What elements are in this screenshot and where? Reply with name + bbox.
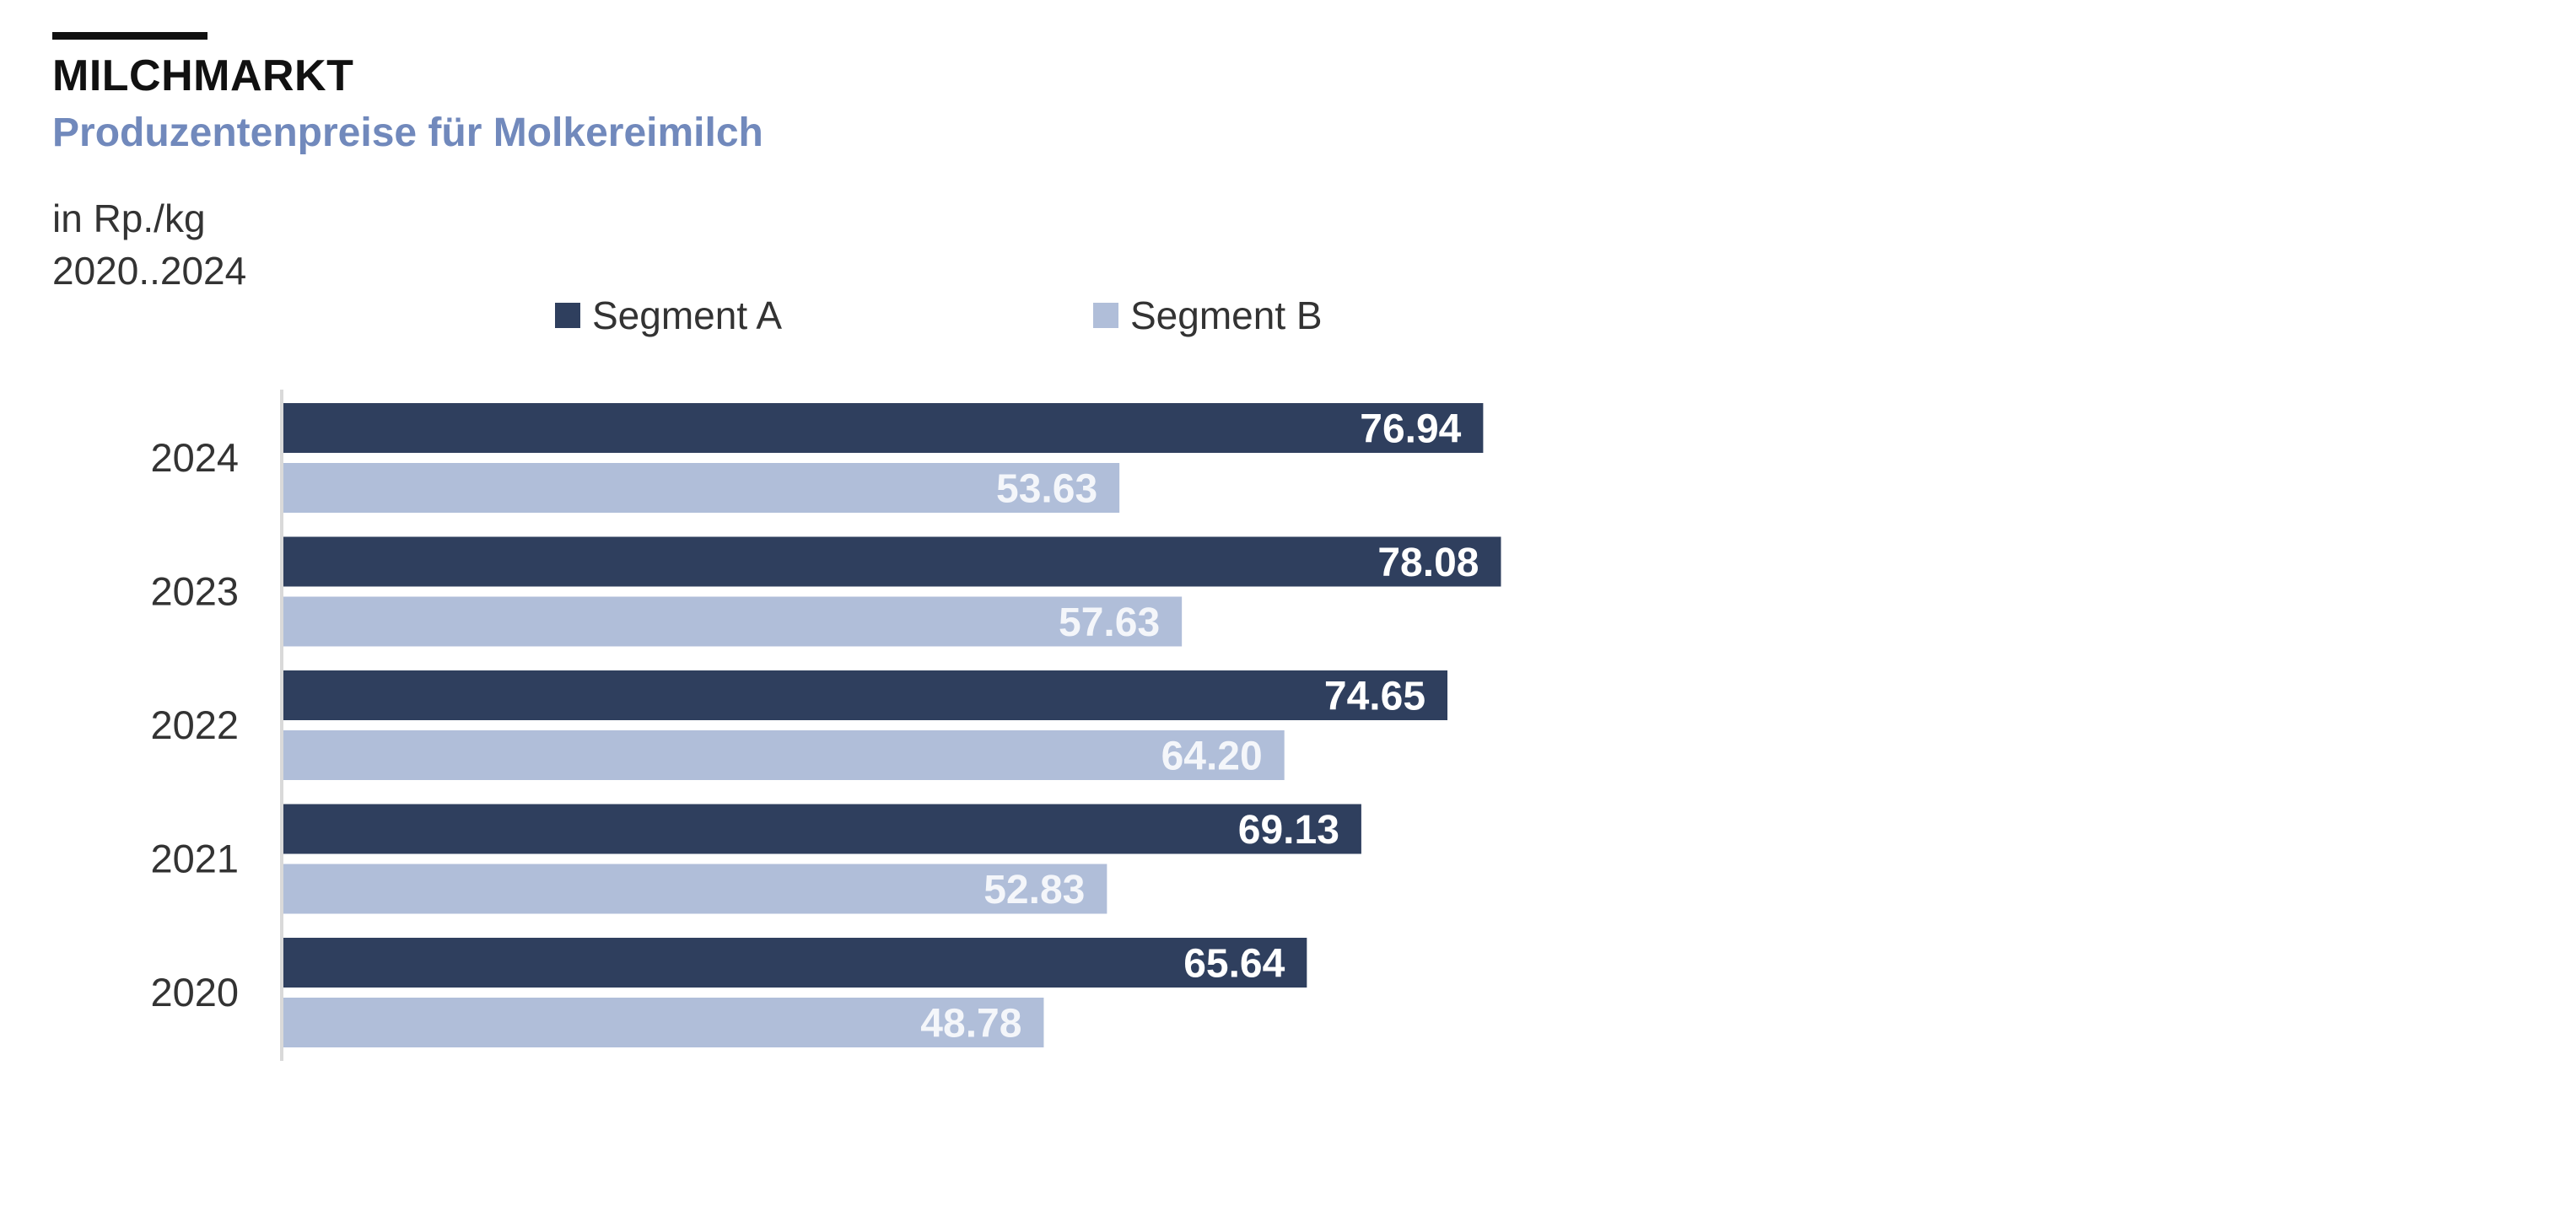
legend-swatch-segment-b xyxy=(1093,303,1118,328)
data-label-segment-a-2022: 74.65 xyxy=(1324,675,1425,719)
data-label-segment-b-2021: 52.83 xyxy=(984,868,1085,912)
category-label-2024: 2024 xyxy=(150,435,239,480)
unit-label: in Rp./kg xyxy=(52,196,206,240)
data-label-segment-b-2020: 48.78 xyxy=(920,1002,1021,1047)
data-label-segment-a-2020: 65.64 xyxy=(1183,942,1285,987)
bar-segment-a-2023 xyxy=(283,536,1501,587)
bar-segment-b-2021 xyxy=(283,864,1107,914)
data-label-segment-a-2024: 76.94 xyxy=(1360,407,1461,452)
period-label: 2020..2024 xyxy=(52,249,247,293)
bar-segment-b-2023 xyxy=(283,596,1183,647)
bar-segment-a-2024 xyxy=(283,403,1484,453)
bar-segment-a-2022 xyxy=(283,670,1448,720)
data-label-segment-b-2024: 53.63 xyxy=(996,467,1097,512)
title-accent-rule xyxy=(52,32,207,40)
legend-label-segment-a: Segment A xyxy=(592,293,783,337)
legend-item-segment-a: Segment A xyxy=(555,292,782,339)
chart-title: MILCHMARKT xyxy=(52,51,354,100)
legend-swatch-segment-a xyxy=(555,303,580,328)
category-label-2023: 2023 xyxy=(150,569,239,614)
bar-segment-b-2020 xyxy=(283,998,1044,1047)
data-label-segment-b-2023: 57.63 xyxy=(1059,600,1160,645)
legend-item-segment-b: Segment B xyxy=(1093,292,1323,339)
category-label-2021: 2021 xyxy=(150,837,239,881)
data-label-segment-a-2023: 78.08 xyxy=(1377,541,1479,585)
bar-segment-b-2024 xyxy=(283,463,1120,513)
data-label-segment-b-2022: 64.20 xyxy=(1161,735,1263,779)
data-label-segment-a-2021: 69.13 xyxy=(1238,808,1339,853)
chart-subtitle: Produzentenpreise für Molkereimilch xyxy=(52,110,763,155)
bar-segment-a-2021 xyxy=(283,804,1361,854)
bar-segment-b-2022 xyxy=(283,730,1285,780)
category-label-2020: 2020 xyxy=(150,970,239,1015)
bar-segment-a-2020 xyxy=(283,938,1307,988)
legend-label-segment-b: Segment B xyxy=(1130,293,1323,337)
category-label-2022: 2022 xyxy=(150,702,239,747)
